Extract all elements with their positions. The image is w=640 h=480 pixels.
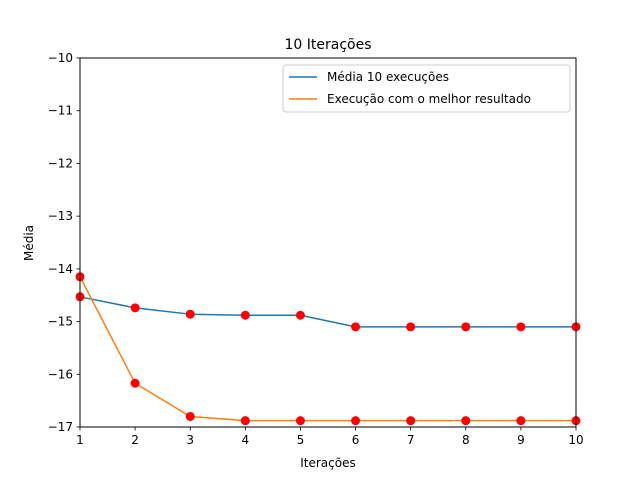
legend: Média 10 execuções Execução com o melhor … [282, 64, 571, 113]
y-tick-label: −10 [48, 51, 73, 65]
x-tick-label: 4 [242, 433, 250, 447]
x-tick-label: 2 [131, 433, 139, 447]
data-point-series-2 [461, 416, 471, 426]
y-axis-label: Média [22, 225, 36, 261]
x-tick-label: 1 [76, 433, 84, 447]
y-tick-label: −13 [48, 209, 73, 223]
data-point-series-1 [516, 322, 526, 332]
chart-title: 10 Iterações [284, 37, 371, 53]
y-tick-label: −15 [48, 315, 73, 329]
data-point-series-2 [185, 411, 195, 421]
series-line-2 [79, 276, 576, 422]
data-point-series-1 [295, 310, 305, 320]
data-point-series-2 [130, 378, 140, 388]
data-point-series-1 [351, 322, 361, 332]
x-tick-label: 7 [407, 433, 415, 447]
y-tick-label: −17 [48, 420, 73, 434]
legend-label-2: Execução com o melhor resultado [327, 92, 531, 106]
data-point-series-1 [240, 310, 250, 320]
data-point-series-1 [185, 309, 195, 319]
x-tick-label: 5 [297, 433, 305, 447]
data-point-series-2 [406, 416, 416, 426]
y-tick-label: −12 [48, 156, 73, 170]
series-line-1 [79, 296, 576, 328]
x-axis-label: Iterações [300, 456, 356, 470]
y-tick-label: −11 [48, 104, 73, 118]
data-point-series-1 [406, 322, 416, 332]
x-tick-label: 9 [517, 433, 525, 447]
x-tick-label: 10 [568, 433, 583, 447]
legend-label-1: Média 10 execuções [327, 70, 449, 84]
data-point-series-2 [351, 416, 361, 426]
data-point-series-1 [130, 303, 140, 313]
data-point-series-1 [461, 322, 471, 332]
data-point-series-2 [295, 416, 305, 426]
plot-area: 1 2 3 4 5 6 7 8 9 10 −10 −11 −12 −13 −14 −15 −16 −17 Média… [48, 51, 584, 447]
data-point-series-2 [516, 416, 526, 426]
data-point-series-2 [240, 416, 250, 426]
y-tick-label: −16 [48, 367, 73, 381]
x-tick-label: 8 [462, 433, 470, 447]
x-tick-label: 6 [352, 433, 360, 447]
x-tick-label: 3 [186, 433, 194, 447]
y-tick-label: −14 [48, 262, 73, 276]
axes-frame [79, 57, 577, 428]
legend-box [282, 64, 571, 113]
